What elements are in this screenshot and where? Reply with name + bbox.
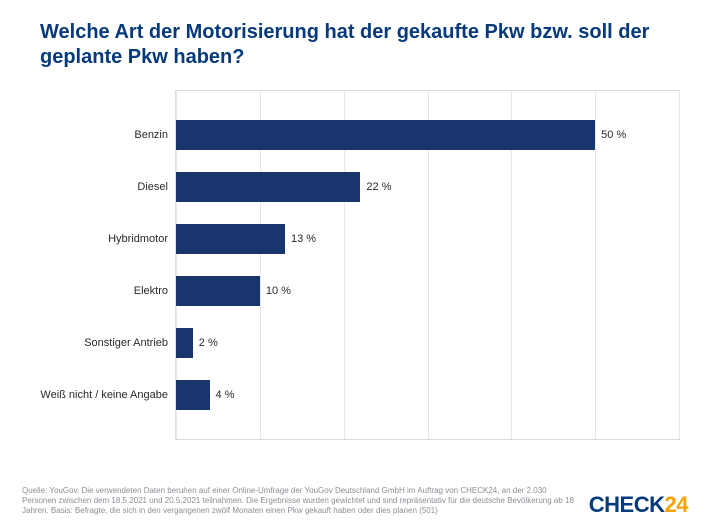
bar-value-label: 13 % <box>285 233 316 245</box>
chart-title: Welche Art der Motorisierung hat der gek… <box>0 0 710 70</box>
logo-number: 24 <box>665 492 688 517</box>
grid-line <box>679 91 680 439</box>
bar <box>176 224 285 254</box>
bar-value-label: 22 % <box>360 181 391 193</box>
logo-prefix: CHECK <box>589 492 665 517</box>
bar-category-label: Benzin <box>134 129 176 141</box>
bar <box>176 120 595 150</box>
bar-category-label: Hybridmotor <box>108 233 176 245</box>
chart-frame: Benzin50 % Diesel22 % Hybridmotor13 % Elekt… <box>175 90 680 440</box>
bar-row: Elektro10 % <box>176 276 679 306</box>
bar-series: Benzin50 % Diesel22 % Hybridmotor13 % Elekt… <box>176 109 679 421</box>
source-footnote: Quelle: YouGov. Die verwendeten Daten be… <box>22 486 580 516</box>
bar-row: Hybridmotor13 % <box>176 224 679 254</box>
plot-area: Benzin50 % Diesel22 % Hybridmotor13 % Elekt… <box>176 91 679 439</box>
bar-category-label: Elektro <box>134 285 176 297</box>
bar-row: Diesel22 % <box>176 172 679 202</box>
bar-category-label: Sonstiger Antrieb <box>84 337 176 349</box>
bar-value-label: 10 % <box>260 285 291 297</box>
bar-row: Weiß nicht / keine Angabe4 % <box>176 380 679 410</box>
bar <box>176 276 260 306</box>
bar-category-label: Weiß nicht / keine Angabe <box>40 389 176 401</box>
bar <box>176 328 193 358</box>
bar-row: Sonstiger Antrieb2 % <box>176 328 679 358</box>
brand-logo: CHECK24 <box>589 492 688 518</box>
bar-value-label: 2 % <box>193 337 218 349</box>
bar <box>176 172 360 202</box>
bar-row: Benzin50 % <box>176 120 679 150</box>
bar <box>176 380 210 410</box>
bar-value-label: 50 % <box>595 129 626 141</box>
bar-value-label: 4 % <box>210 389 235 401</box>
bar-category-label: Diesel <box>137 181 176 193</box>
